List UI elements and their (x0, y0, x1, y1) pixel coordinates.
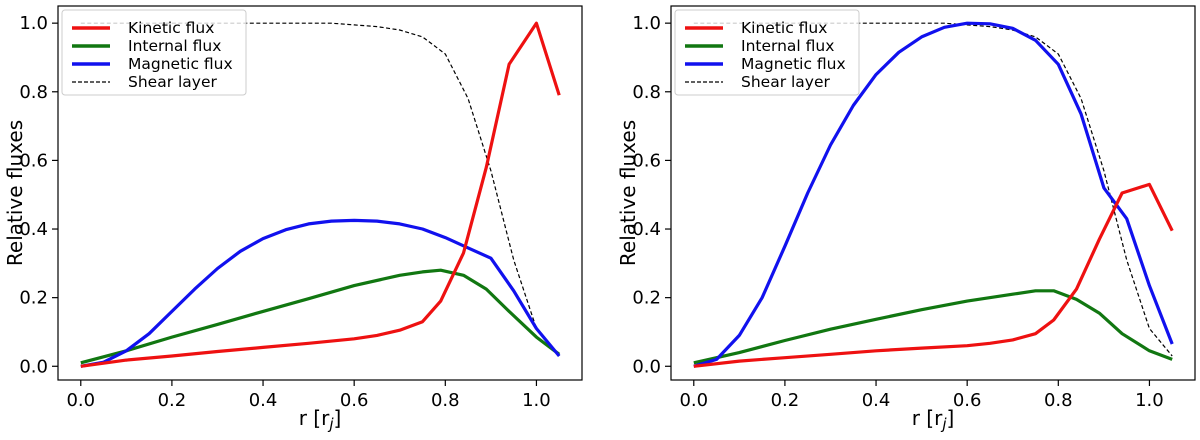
chart-left-series-shear-layer (80, 22, 560, 357)
chart-right-legend-kinetic: Kinetic flux (741, 19, 827, 37)
chart-right-yticks: 0.0 0.2 0.4 0.6 0.8 1.0 (632, 13, 671, 377)
chart-right-frame (670, 5, 1196, 381)
chart-left-legend-internal: Internal flux (128, 37, 221, 55)
chart-right-xtick-label: 1.0 (1135, 390, 1164, 411)
chart-right-ytick-label: 0.0 (632, 356, 661, 377)
chart-left-xtick-label: 0.0 (66, 390, 95, 411)
chart-right-xtick-label: 0.4 (862, 390, 891, 411)
chart-left-ytick-label: 0.4 (19, 219, 48, 240)
chart-left-xtick-label: 0.6 (340, 390, 369, 411)
chart-left-frame (57, 5, 583, 381)
chart-left-xtick-label: 0.8 (431, 390, 460, 411)
chart-left-ytick-label: 0.2 (19, 288, 48, 309)
chart-left-plot (80, 21, 561, 368)
chart-right-series-internal-flux (693, 289, 1173, 365)
chart-left-ytick-label: 0.6 (19, 150, 48, 171)
chart-right: 0.0 0.2 0.4 0.6 0.8 1.0 0.0 0.2 0.4 0.6 0.8 1.0 r … (616, 5, 1196, 433)
chart-right-xtick-label: 0.6 (953, 390, 982, 411)
chart-right-legend: Kinetic flux Internal flux Magnetic flux… (674, 9, 860, 96)
chart-left-series-kinetic-flux (80, 21, 561, 368)
chart-right-xlabel: r [rj] (912, 406, 955, 433)
chart-right-legend-magnetic: Magnetic flux (741, 55, 846, 73)
chart-right-ytick-label: 0.6 (632, 150, 661, 171)
chart-left-legend-box (61, 9, 247, 96)
chart-left-ytick-label: 0.0 (19, 356, 48, 377)
chart-right-xticks: 0.0 0.2 0.4 0.6 0.8 1.0 (679, 380, 1164, 411)
chart-right-ytick-label: 1.0 (632, 13, 661, 34)
chart-left-xlabel: r [rj] (299, 406, 342, 433)
chart-right-legend-internal: Internal flux (741, 37, 834, 55)
chart-left-ylabel: Relative fluxes (3, 120, 27, 266)
chart-right-legend-shear: Shear layer (741, 73, 831, 91)
chart-left-legend-kinetic: Kinetic flux (128, 19, 214, 37)
chart-left-legend: Kinetic flux Internal flux Magnetic flux… (61, 9, 247, 96)
chart-right-ytick-label: 0.2 (632, 288, 661, 309)
chart-right-plot (693, 21, 1174, 368)
chart-right-ytick-label: 0.8 (632, 82, 661, 103)
chart-right-series-kinetic-flux (693, 182, 1174, 368)
chart-left-legend-magnetic: Magnetic flux (128, 55, 233, 73)
chart-right-series-magnetic-flux (693, 21, 1174, 368)
chart-left-legend-shear: Shear layer (128, 73, 218, 91)
chart-left-xtick-label: 0.4 (249, 390, 278, 411)
chart-left-xtick-label: 1.0 (522, 390, 551, 411)
chart-right-ylabel: Relative fluxes (616, 120, 640, 266)
chart-left-yticks: 0.0 0.2 0.4 0.6 0.8 1.0 (19, 13, 58, 377)
chart-left-ytick-label: 0.8 (19, 82, 48, 103)
chart-right-ytick-label: 0.4 (632, 219, 661, 240)
chart-right-xtick-label: 0.8 (1044, 390, 1073, 411)
chart-left-series-magnetic-flux (80, 218, 561, 368)
chart-left-xtick-label: 0.2 (158, 390, 187, 411)
chart-left-ytick-label: 1.0 (19, 13, 48, 34)
chart-left-series-internal-flux (80, 268, 561, 365)
chart-left-xticks: 0.0 0.2 0.4 0.6 0.8 1.0 (66, 380, 551, 411)
chart-left: 0.0 0.2 0.4 0.6 0.8 1.0 0.0 0.2 0.4 0.6 0.8 1.0 r … (3, 5, 583, 433)
chart-right-xtick-label: 0.2 (771, 390, 800, 411)
chart-right-xtick-label: 0.0 (679, 390, 708, 411)
chart-right-legend-box (674, 9, 860, 96)
